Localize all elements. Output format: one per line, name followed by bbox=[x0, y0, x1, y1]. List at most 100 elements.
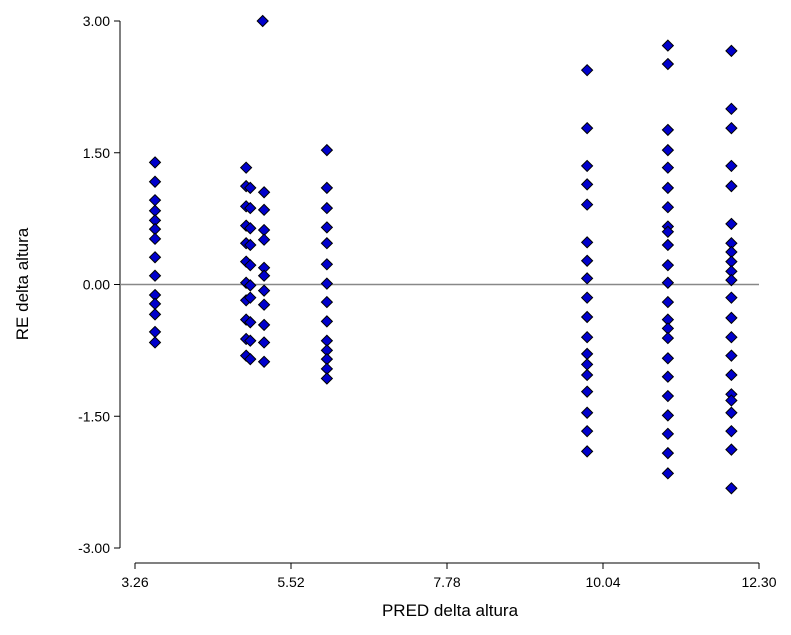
data-point bbox=[256, 14, 269, 28]
data-point bbox=[257, 233, 271, 246]
data-point bbox=[580, 310, 594, 324]
data-point bbox=[148, 251, 162, 264]
data-point bbox=[148, 336, 162, 349]
data-point bbox=[320, 258, 334, 271]
data-point bbox=[320, 295, 334, 309]
data-point bbox=[148, 232, 162, 246]
data-point bbox=[580, 198, 594, 211]
data-point bbox=[661, 161, 675, 174]
data-point bbox=[244, 316, 257, 329]
data-point bbox=[725, 44, 738, 58]
data-point bbox=[661, 295, 675, 309]
data-point bbox=[661, 57, 675, 71]
data-point bbox=[661, 331, 675, 345]
data-point bbox=[244, 352, 257, 366]
data-point bbox=[148, 193, 162, 207]
data-point bbox=[320, 237, 334, 250]
data-point bbox=[725, 102, 738, 116]
data-point bbox=[661, 352, 675, 365]
data-point bbox=[148, 175, 162, 188]
x-tick-label: 12.30 bbox=[741, 574, 776, 590]
data-point bbox=[725, 159, 738, 173]
data-point bbox=[148, 297, 162, 311]
data-point bbox=[580, 178, 594, 191]
x-tick-label: 3.26 bbox=[121, 574, 148, 590]
data-point bbox=[257, 298, 271, 311]
data-point bbox=[320, 201, 334, 215]
data-point bbox=[725, 349, 738, 362]
data-point bbox=[580, 121, 594, 135]
data-point bbox=[257, 186, 271, 199]
data-point bbox=[148, 308, 162, 321]
data-point bbox=[244, 238, 257, 252]
data-point bbox=[320, 277, 334, 290]
data-point bbox=[257, 355, 271, 369]
data-point bbox=[580, 291, 594, 304]
data-point bbox=[580, 236, 594, 249]
data-point bbox=[320, 143, 334, 157]
x-axis-title: PRED delta altura bbox=[382, 601, 519, 620]
data-point bbox=[725, 394, 738, 407]
data-point bbox=[244, 279, 257, 292]
data-point bbox=[580, 445, 594, 458]
data-point bbox=[661, 258, 675, 272]
y-tick-label: 1.50 bbox=[83, 145, 110, 161]
data-point bbox=[580, 424, 594, 438]
data-point bbox=[580, 254, 594, 267]
data-point bbox=[320, 315, 334, 328]
data-point bbox=[148, 325, 162, 339]
data-point bbox=[257, 336, 271, 349]
data-point bbox=[661, 409, 675, 422]
data-point bbox=[725, 291, 738, 304]
data-point bbox=[661, 200, 675, 214]
y-tick-label: -1.50 bbox=[78, 408, 110, 424]
data-point bbox=[580, 368, 594, 382]
data-point bbox=[725, 273, 738, 287]
data-point bbox=[661, 143, 675, 157]
y-tick-label: 3.00 bbox=[83, 13, 110, 29]
data-point bbox=[244, 222, 257, 235]
data-point bbox=[661, 39, 675, 52]
data-point bbox=[580, 159, 594, 173]
data-point bbox=[580, 358, 594, 371]
data-point bbox=[725, 121, 738, 135]
data-point bbox=[257, 203, 271, 217]
data-point bbox=[320, 181, 334, 195]
data-point bbox=[580, 63, 594, 77]
data-point bbox=[580, 347, 594, 361]
data-point bbox=[661, 123, 675, 137]
data-point bbox=[661, 370, 675, 383]
data-point bbox=[580, 330, 594, 344]
data-point bbox=[320, 221, 334, 234]
data-point bbox=[244, 291, 257, 304]
data-point bbox=[580, 272, 594, 285]
data-point bbox=[725, 406, 738, 419]
data-point bbox=[580, 406, 594, 419]
data-point bbox=[244, 181, 257, 195]
data-point bbox=[239, 161, 253, 174]
data-point bbox=[244, 258, 257, 272]
data-point bbox=[148, 269, 162, 282]
data-point bbox=[244, 201, 257, 215]
data-point bbox=[244, 334, 257, 347]
data-point bbox=[148, 156, 162, 169]
data-point bbox=[725, 443, 738, 456]
x-tick-label: 7.78 bbox=[433, 574, 460, 590]
data-point bbox=[725, 424, 738, 438]
data-point bbox=[725, 330, 738, 344]
data-point bbox=[725, 368, 738, 382]
y-axis-title: RE delta altura bbox=[13, 227, 32, 340]
data-point bbox=[320, 372, 334, 385]
data-point bbox=[257, 284, 271, 297]
data-point bbox=[661, 389, 675, 403]
x-tick-label: 10.04 bbox=[585, 574, 620, 590]
data-point bbox=[725, 311, 738, 325]
data-point bbox=[661, 467, 675, 480]
x-tick-label: 5.52 bbox=[277, 574, 304, 590]
data-point bbox=[725, 179, 738, 193]
data-point bbox=[580, 385, 594, 398]
data-point bbox=[661, 225, 675, 239]
data-point bbox=[661, 181, 675, 195]
y-tick-label: 0.00 bbox=[83, 277, 110, 293]
